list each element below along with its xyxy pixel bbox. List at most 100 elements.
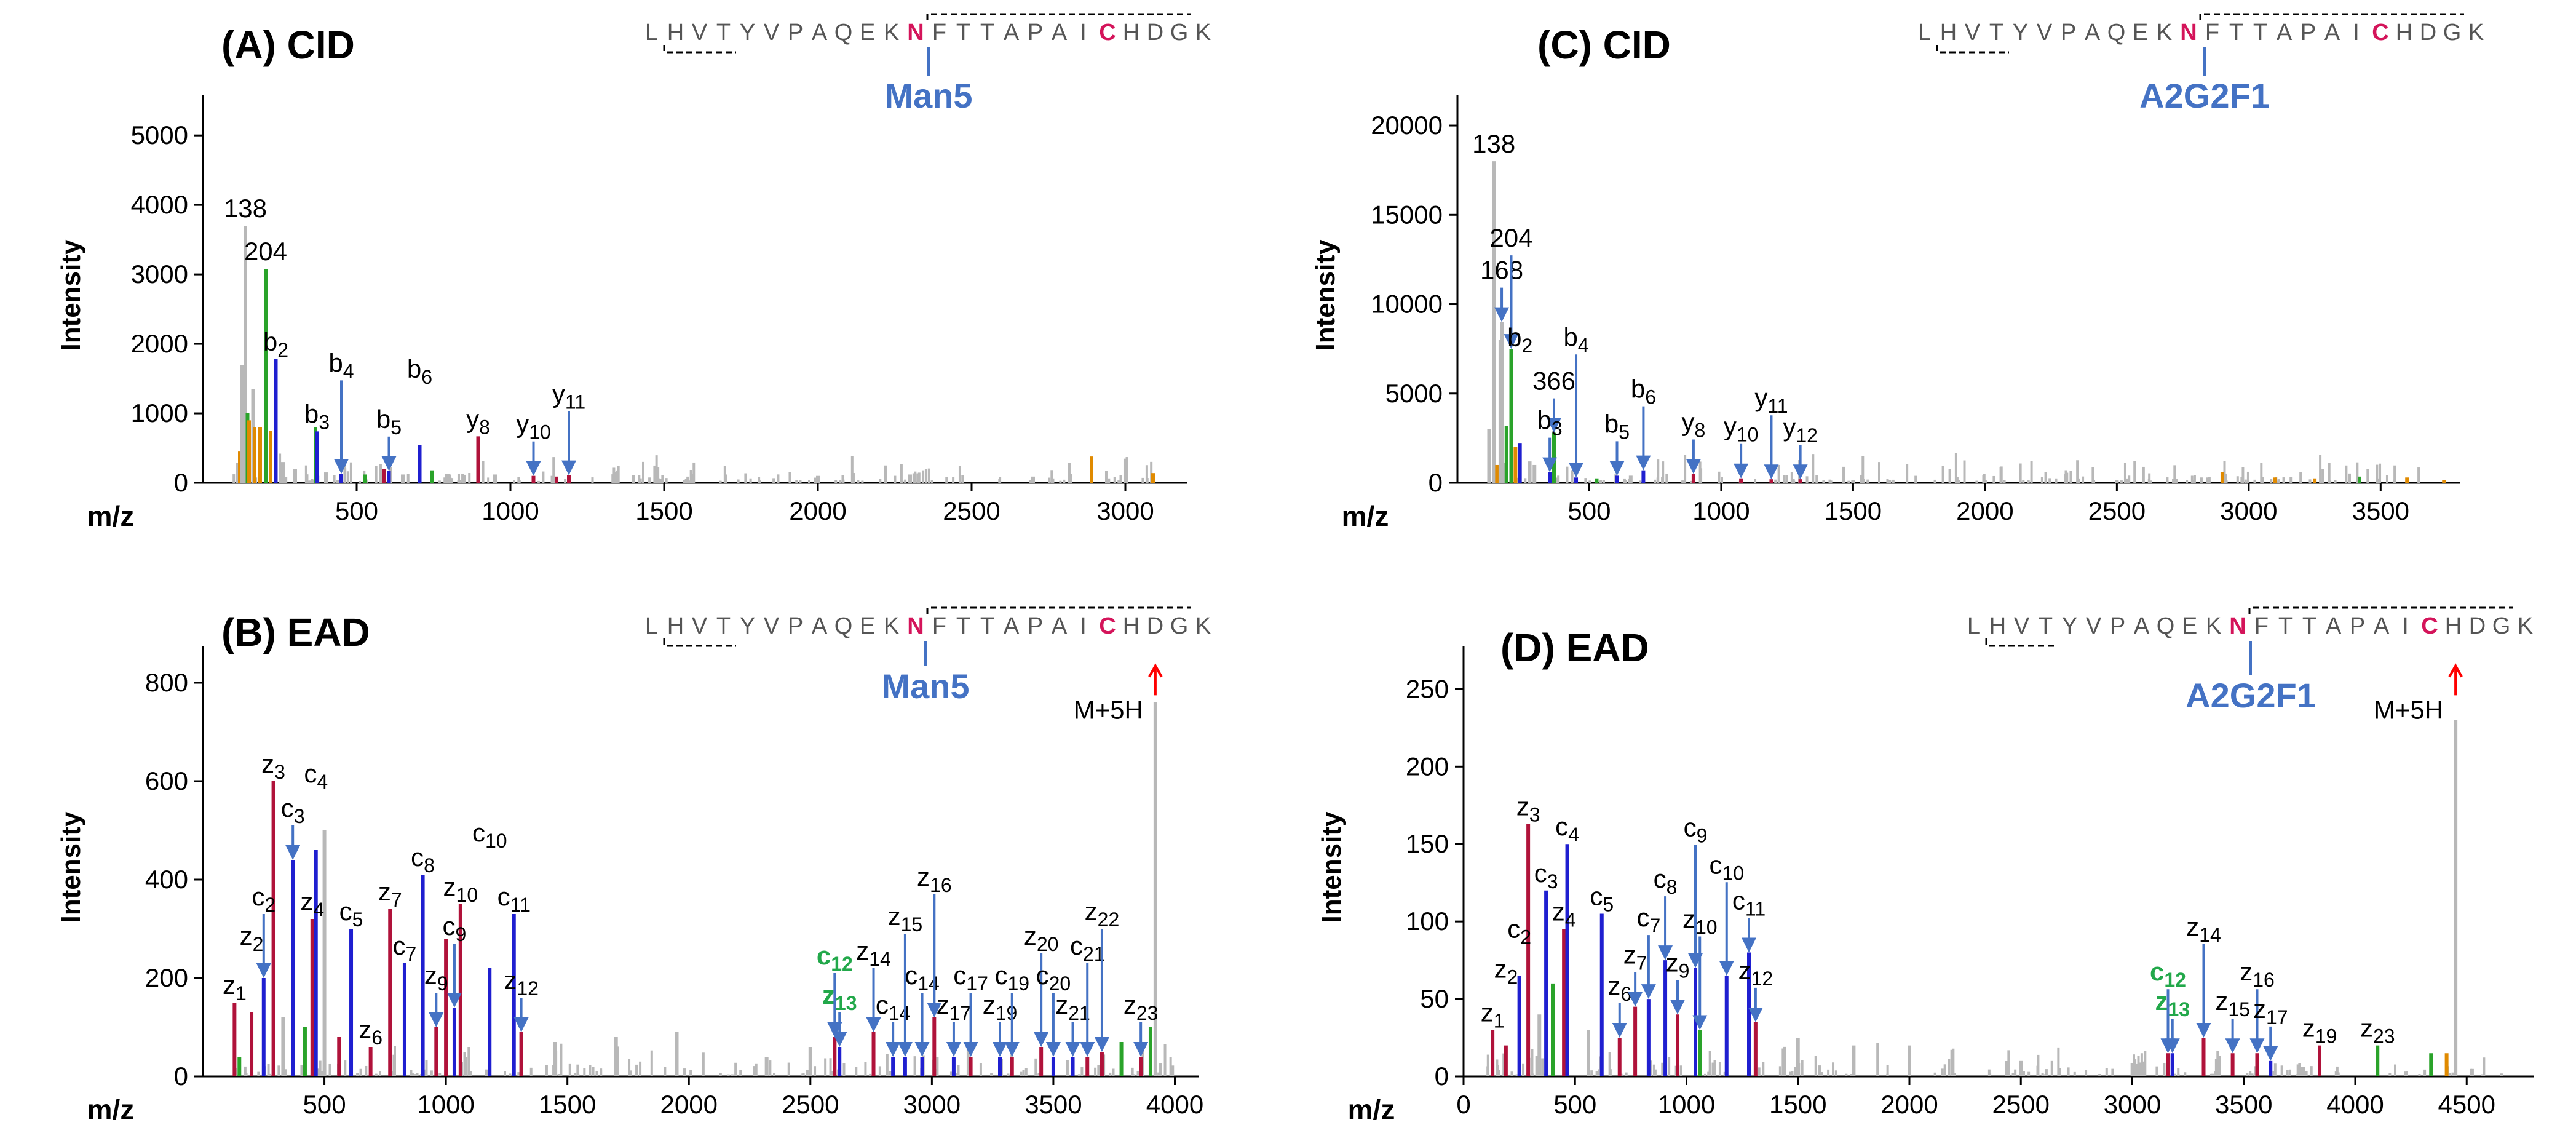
sequence-residue: D bbox=[1147, 20, 1164, 46]
peak-label: z16 bbox=[917, 862, 952, 896]
panel-c: (C) CID L H V T Y V P A Q E K N F T T A P A I C H D G KA2G2F1050… bbox=[1310, 13, 2484, 532]
x-axis-title: m/z bbox=[1342, 500, 1389, 532]
peak-label: c11 bbox=[1732, 886, 1766, 920]
peak-label: b5 bbox=[1604, 409, 1630, 443]
sequence-residue: T bbox=[956, 613, 971, 639]
y-tick-label: 400 bbox=[145, 865, 188, 894]
peak-label: 168 bbox=[1480, 256, 1523, 285]
y-tick-label: 2000 bbox=[131, 329, 188, 358]
peak-label: z4 bbox=[1552, 897, 1576, 931]
sequence-residue: Q bbox=[834, 613, 854, 639]
peak-label: z9 bbox=[424, 961, 448, 995]
y-tick-label: 150 bbox=[1406, 829, 1449, 858]
peak-label: c17 bbox=[953, 961, 988, 995]
y-tick-label: 0 bbox=[1429, 468, 1443, 497]
peak-label: z2 bbox=[240, 921, 264, 955]
sequence-residue: V bbox=[764, 20, 780, 46]
sequence-residue: A bbox=[1004, 20, 1020, 46]
peak-label: z10 bbox=[1682, 904, 1718, 938]
sequence-residue: K bbox=[2206, 613, 2222, 639]
sequence-residue: Q bbox=[2157, 613, 2176, 639]
x-tick-label: 2500 bbox=[782, 1090, 839, 1119]
x-tick-label: 500 bbox=[335, 496, 378, 525]
y-tick-label: 250 bbox=[1406, 674, 1449, 703]
precursor-arrowhead bbox=[1148, 663, 1163, 678]
sequence-residue: A bbox=[2085, 20, 2101, 46]
sequence-residue: K bbox=[2468, 20, 2484, 46]
peak-label: c7 bbox=[1636, 903, 1660, 937]
sequence-residue: H bbox=[1989, 613, 2007, 639]
y-axis-title: Intensity bbox=[1310, 239, 1341, 351]
peak-label: 366 bbox=[1532, 367, 1575, 396]
sequence-residue: E bbox=[2133, 20, 2149, 46]
x-tick-label: 2000 bbox=[1880, 1090, 1938, 1119]
peak-label: c8 bbox=[1654, 864, 1678, 898]
peak-label: c3 bbox=[281, 793, 305, 827]
fragment-bracket bbox=[663, 638, 736, 647]
precursor-label: M+5H bbox=[2374, 695, 2443, 724]
sequence-residue: C bbox=[1099, 20, 1116, 46]
x-tick-label: 4000 bbox=[2326, 1090, 2384, 1119]
sequence-residue: P bbox=[2301, 20, 2316, 46]
x-tick-label: 1500 bbox=[1825, 496, 1882, 525]
sequence-residue: P bbox=[2350, 613, 2366, 639]
peak-label: c10 bbox=[1709, 850, 1744, 884]
sequence-residue: A bbox=[2134, 613, 2150, 639]
sequence-residue: P bbox=[2061, 20, 2077, 46]
peak-label: b3 bbox=[1537, 406, 1563, 440]
sequence-residue: N bbox=[907, 613, 924, 639]
sequence-residue: G bbox=[1170, 613, 1189, 639]
sequence-residue: P bbox=[788, 20, 804, 46]
sequence-residue: V bbox=[764, 613, 780, 639]
y-axis-title: Intensity bbox=[56, 239, 86, 351]
sequence-residue: G bbox=[2492, 613, 2511, 639]
peak-label: z22 bbox=[1085, 897, 1120, 931]
sequence-residue: P bbox=[2110, 613, 2126, 639]
sequence-residue: G bbox=[2443, 20, 2462, 46]
peak-label: 204 bbox=[244, 237, 287, 266]
x-tick-label: 3000 bbox=[2220, 496, 2277, 525]
sequence-residue: K bbox=[884, 613, 900, 639]
peak-label: b6 bbox=[407, 354, 432, 388]
y-tick-label: 5000 bbox=[1385, 379, 1443, 408]
fragment-bracket bbox=[2199, 13, 2464, 20]
sequence-residue: H bbox=[1123, 20, 1140, 46]
sequence-residue: A bbox=[1052, 20, 1068, 46]
fragment-bracket bbox=[926, 606, 1191, 614]
x-tick-label: 1000 bbox=[417, 1090, 474, 1119]
y-tick-label: 50 bbox=[1420, 984, 1449, 1013]
y-tick-label: 20000 bbox=[1371, 111, 1443, 140]
peak-label: z2 bbox=[1494, 955, 1518, 988]
peak-label: c2 bbox=[252, 882, 275, 916]
sequence-residue: Q bbox=[2107, 20, 2126, 46]
peak-label: c5 bbox=[1590, 882, 1614, 916]
x-tick-label: 1500 bbox=[635, 496, 692, 525]
peak-label: 138 bbox=[1472, 129, 1515, 158]
peak-label: b3 bbox=[304, 399, 330, 433]
peak-label: c12 bbox=[817, 941, 853, 975]
peak-label: 138 bbox=[224, 194, 267, 223]
noise-peaks bbox=[1486, 1043, 2503, 1076]
peak-label: z1 bbox=[1481, 998, 1505, 1032]
sequence-residue: L bbox=[645, 20, 659, 46]
peak-label: z16 bbox=[2240, 957, 2275, 991]
peak-label: z3 bbox=[261, 749, 285, 783]
sequence-residue: Y bbox=[2013, 20, 2029, 46]
sequence-residue: K bbox=[884, 20, 900, 46]
sequence-residue: Y bbox=[2062, 613, 2078, 639]
sequence-residue: N bbox=[2180, 20, 2197, 46]
peak-label: y11 bbox=[552, 380, 585, 413]
x-tick-label: 2500 bbox=[2088, 496, 2146, 525]
sequence-residue: F bbox=[932, 613, 947, 639]
peak-label: b2 bbox=[1507, 323, 1532, 357]
peak-label: z6 bbox=[359, 1015, 382, 1049]
sequence-residue: T bbox=[1989, 20, 2004, 46]
y-tick-label: 5000 bbox=[131, 121, 188, 149]
peak-label: c14 bbox=[905, 961, 940, 995]
sequence-residue: G bbox=[1170, 20, 1189, 46]
panel-title: (C) CID bbox=[1537, 23, 1671, 67]
sequence-residue: K bbox=[1195, 613, 1211, 639]
sequence-residue: A bbox=[1004, 613, 1020, 639]
y-tick-label: 200 bbox=[1406, 752, 1449, 781]
